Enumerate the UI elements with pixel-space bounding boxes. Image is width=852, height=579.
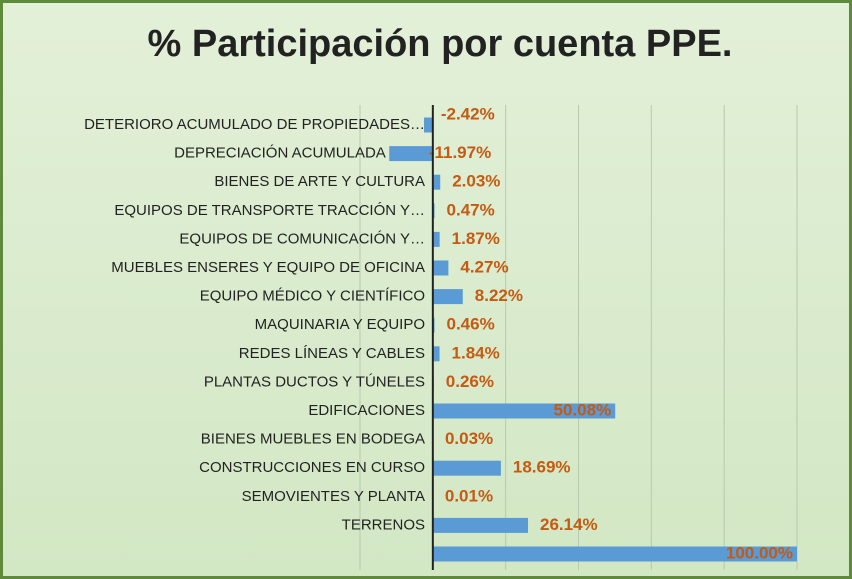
bar xyxy=(432,403,616,419)
y-tick-label: REDES LÍNEAS Y CABLES xyxy=(239,345,425,362)
bar xyxy=(389,146,433,162)
y-tick-label: BIENES DE ARTE Y CULTURA xyxy=(214,173,425,190)
value-label: -11.97% xyxy=(429,143,491,162)
value-label: 0.47% xyxy=(447,200,495,219)
value-label: 0.46% xyxy=(447,315,495,334)
bar xyxy=(432,289,463,305)
y-tick-label: PLANTAS DUCTOS Y TÚNELES xyxy=(204,373,425,390)
bar xyxy=(432,346,440,362)
bar xyxy=(432,517,529,533)
y-tick-label: MUEBLES ENSERES Y EQUIPO DE OFICINA xyxy=(111,259,425,276)
y-tick-label: EQUIPOS DE COMUNICACIÓN Y… xyxy=(179,230,425,247)
value-label: 8.22% xyxy=(475,286,523,305)
y-tick-label: MAQUINARIA Y EQUIPO xyxy=(255,316,425,333)
y-tick-label: DETERIORO ACUMULADO DE PROPIEDADES… xyxy=(84,116,425,133)
value-label: 0.03% xyxy=(445,429,493,448)
value-label: 0.01% xyxy=(445,486,493,505)
y-tick-label: TERRENOS xyxy=(342,516,425,533)
value-label: 1.87% xyxy=(452,229,500,248)
value-label: 2.03% xyxy=(452,172,500,191)
bar xyxy=(424,117,433,133)
bar xyxy=(432,231,440,247)
value-label: 4.27% xyxy=(460,257,508,276)
y-tick-label: EQUIPO MÉDICO Y CIENTÍFICO xyxy=(200,288,425,305)
value-label: 100.00% xyxy=(726,543,793,562)
value-label: 1.84% xyxy=(452,343,500,362)
bar xyxy=(432,546,797,562)
value-label: -2.42% xyxy=(441,104,495,123)
value-label: 26.14% xyxy=(540,515,598,534)
y-tick-label: EDIFICACIONES xyxy=(308,402,425,419)
bar xyxy=(432,260,449,276)
value-label: 0.26% xyxy=(446,372,494,391)
bar xyxy=(432,460,501,476)
y-tick-label: DEPRECIACIÓN ACUMULADA DE… xyxy=(174,145,425,162)
value-label: 50.08% xyxy=(554,400,612,419)
chart-title: % Participación por cuenta PPE. xyxy=(148,23,733,65)
bar xyxy=(432,174,441,190)
y-tick-label: SEMOVIENTES Y PLANTA xyxy=(242,488,425,505)
y-tick-label: BIENES MUEBLES EN BODEGA xyxy=(201,431,425,448)
value-label: 18.69% xyxy=(513,458,571,477)
y-tick-label: EQUIPOS DE TRANSPORTE TRACCIÓN Y… xyxy=(114,202,425,219)
y-tick-label: CONSTRUCCIONES EN CURSO xyxy=(199,459,425,476)
